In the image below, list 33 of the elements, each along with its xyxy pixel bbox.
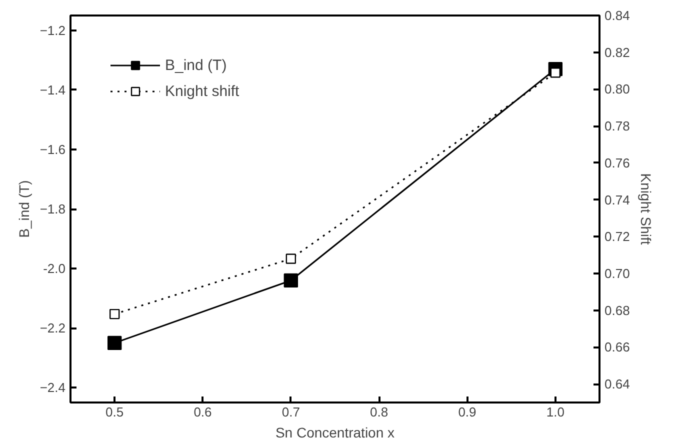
y2-tick-label: 0.68 — [604, 302, 630, 318]
point — [109, 308, 120, 320]
y2-tick-label: 0.78 — [604, 118, 630, 134]
y2-tick-label: 0.84 — [604, 8, 630, 23]
y-tick-label: −1.6 — [40, 142, 66, 157]
y2-tick-label: 0.64 — [604, 376, 630, 392]
x-tick-label: 0.5 — [106, 404, 124, 420]
y2-tick-label: 0.80 — [604, 82, 630, 97]
y2-tick-label: 0.82 — [604, 44, 630, 60]
y2-tick-label: 0.70 — [604, 266, 630, 281]
y2-tick-label: 0.74 — [604, 192, 630, 208]
y-tick-label: −1.2 — [40, 22, 66, 38]
x-tick-label: 0.9 — [458, 404, 476, 420]
legend-label: Knight shift — [165, 82, 240, 100]
x-axis-title: Sn Concentration x — [275, 424, 395, 440]
y-tick-label: −2.4 — [40, 380, 66, 396]
y2-tick-label: 0.72 — [604, 229, 630, 244]
point — [107, 336, 122, 350]
point — [286, 254, 296, 264]
x-tick-label: 1.0 — [546, 404, 564, 420]
x-tick-label: 0.6 — [194, 404, 212, 420]
x-tick-label: 0.8 — [370, 404, 388, 420]
point — [284, 273, 298, 288]
y2-tick-label: 0.66 — [604, 340, 630, 355]
y-tick-label: −2.2 — [40, 320, 66, 336]
y-tick-label: -2.0 — [43, 261, 66, 276]
x-tick-label: 0.7 — [282, 404, 300, 420]
y2-axis-title: Knight Shift — [638, 173, 654, 245]
y2-tick-label: 0.76 — [604, 155, 630, 170]
y-tick-label: −1.8 — [40, 202, 66, 216]
y-tick-label: −1.4 — [40, 82, 66, 98]
legend-label: B_ind (T) — [165, 56, 227, 74]
y-axis-title: B_ind (T) — [16, 180, 32, 238]
